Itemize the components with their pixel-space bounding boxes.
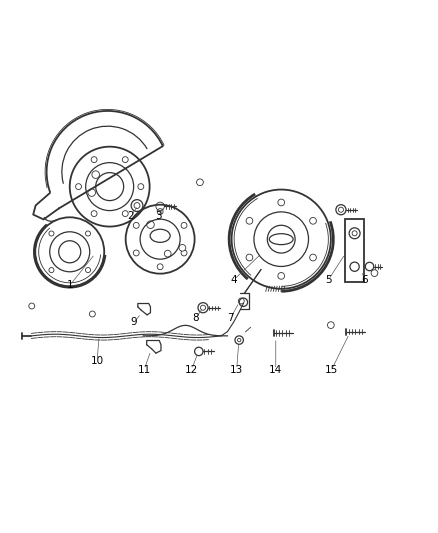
Text: 7: 7 bbox=[227, 313, 234, 323]
Circle shape bbox=[29, 303, 35, 309]
Circle shape bbox=[76, 184, 81, 190]
Text: 11: 11 bbox=[138, 365, 151, 375]
Text: 8: 8 bbox=[193, 313, 199, 323]
Text: 2: 2 bbox=[127, 211, 134, 221]
Text: 1: 1 bbox=[67, 280, 73, 290]
Circle shape bbox=[179, 245, 186, 251]
FancyBboxPatch shape bbox=[345, 220, 364, 282]
Circle shape bbox=[91, 211, 97, 216]
Circle shape bbox=[122, 211, 128, 216]
Text: 12: 12 bbox=[185, 365, 198, 375]
Text: 14: 14 bbox=[269, 365, 283, 375]
Text: 15: 15 bbox=[325, 365, 338, 375]
Circle shape bbox=[91, 157, 97, 163]
Circle shape bbox=[2, 237, 7, 243]
Text: 4: 4 bbox=[230, 275, 237, 285]
Circle shape bbox=[371, 270, 378, 277]
Circle shape bbox=[197, 179, 203, 185]
Circle shape bbox=[328, 322, 334, 328]
Text: 6: 6 bbox=[361, 275, 367, 285]
Circle shape bbox=[138, 184, 144, 190]
Text: 3: 3 bbox=[155, 211, 161, 221]
Text: 13: 13 bbox=[230, 365, 243, 375]
Text: 9: 9 bbox=[131, 317, 138, 327]
Text: 5: 5 bbox=[325, 275, 332, 285]
Circle shape bbox=[89, 311, 95, 317]
Circle shape bbox=[122, 157, 128, 163]
Text: 10: 10 bbox=[91, 356, 104, 366]
